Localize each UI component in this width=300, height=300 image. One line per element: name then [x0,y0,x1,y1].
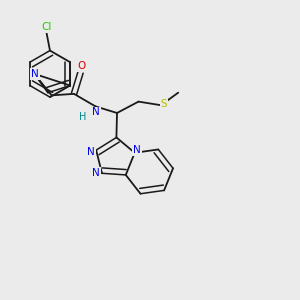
Text: N: N [92,107,100,117]
Text: O: O [77,61,85,71]
Text: N: N [92,168,100,178]
Text: N: N [133,146,141,155]
Text: N: N [87,147,95,157]
Text: H: H [79,112,87,122]
Text: S: S [160,99,167,109]
Text: N: N [133,146,141,155]
Text: N: N [31,69,39,79]
Text: Cl: Cl [41,22,52,32]
